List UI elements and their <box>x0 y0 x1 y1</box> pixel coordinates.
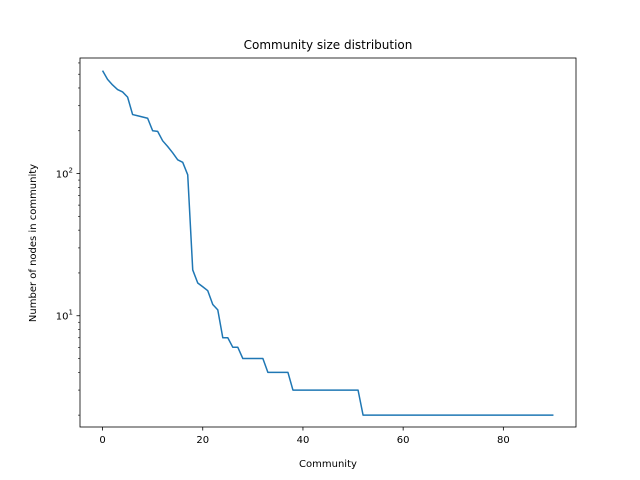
x-tick-label: 60 <box>397 435 410 446</box>
x-axis: 0 20 40 60 80 <box>99 427 510 446</box>
y-tick-label: 101 <box>56 309 73 323</box>
axes-frame <box>79 57 577 428</box>
x-tick-label: 80 <box>497 435 510 446</box>
plot-area <box>101 70 554 416</box>
x-axis-title: Community <box>299 459 357 470</box>
y-tick-label: 102 <box>56 167 73 181</box>
chart-title: Community size distribution <box>244 38 413 52</box>
x-tick-label: 0 <box>99 435 105 446</box>
x-tick-label: 40 <box>297 435 310 446</box>
series-line-0 <box>101 70 554 416</box>
y-axis-title: Number of nodes in community <box>28 164 39 322</box>
x-tick-label: 20 <box>196 435 209 446</box>
